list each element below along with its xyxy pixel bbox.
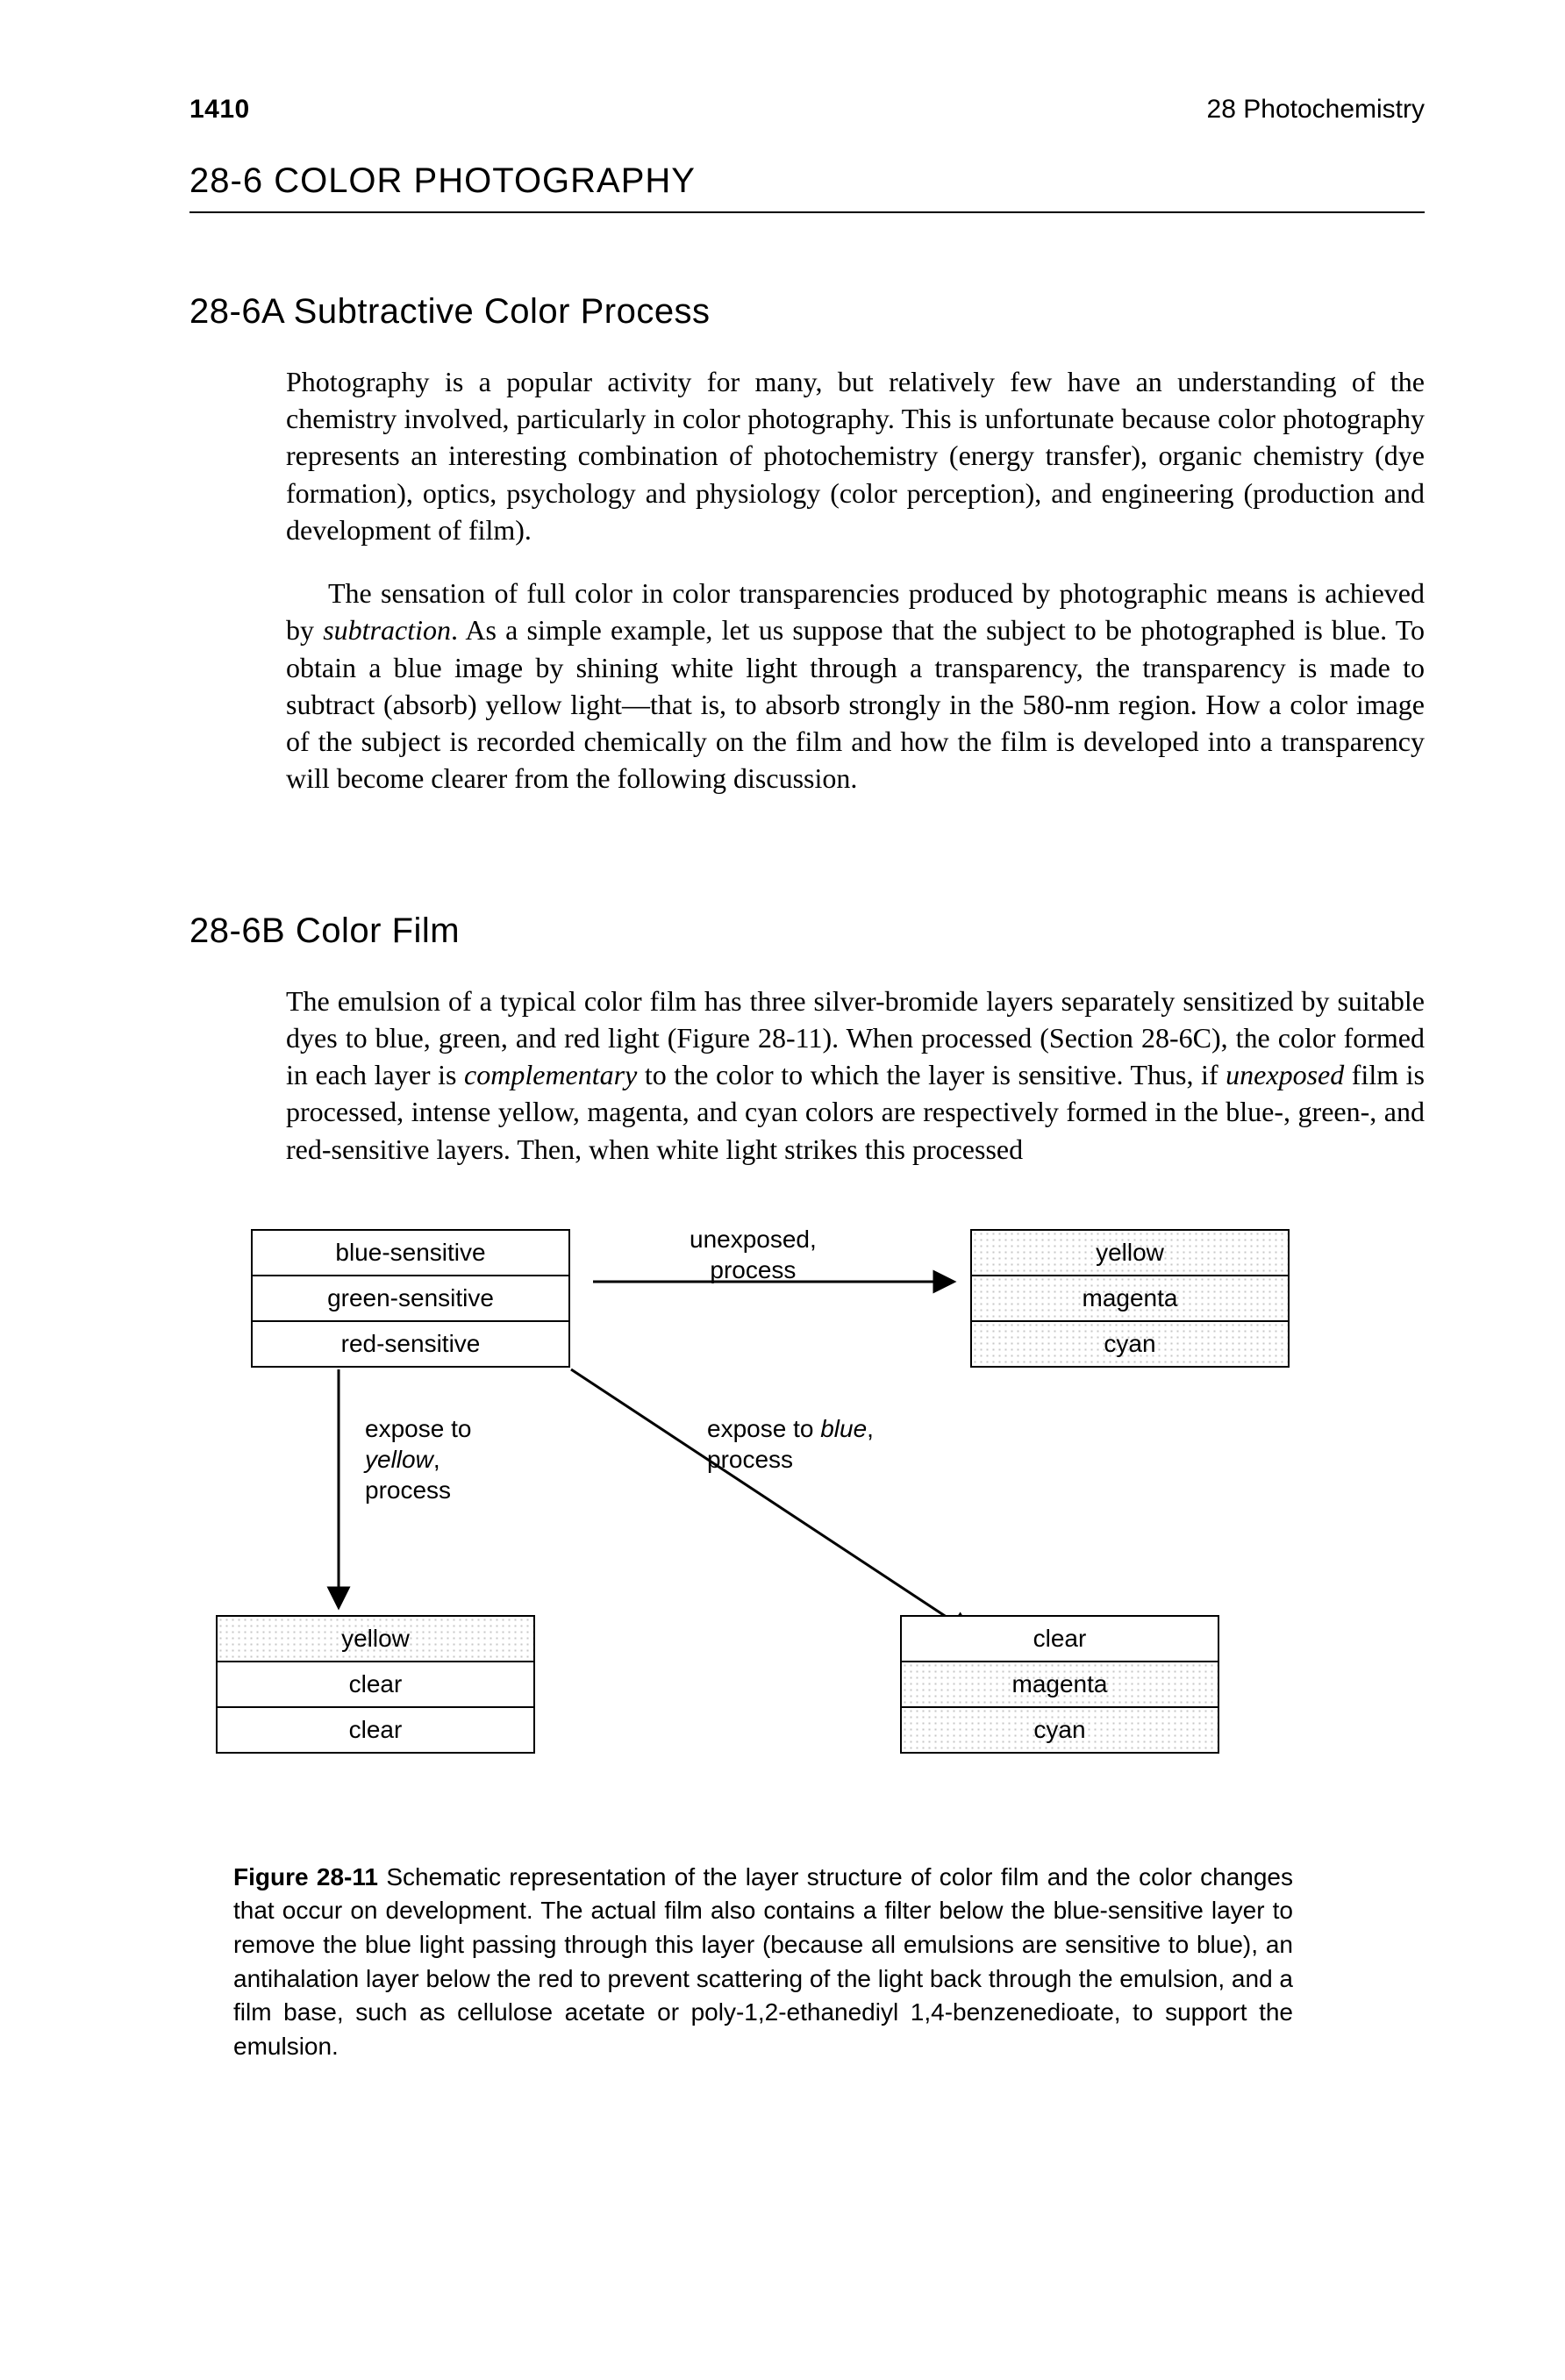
paragraph: The emulsion of a typical color film has…: [286, 983, 1425, 1168]
subsection-heading-28-6a: 28-6A Subtractive Color Process: [189, 292, 1425, 332]
layer-cell: yellow: [218, 1617, 533, 1662]
subsection-number: 28-6A: [189, 292, 283, 331]
arrow-label-blue: expose to blue,process: [707, 1413, 874, 1475]
layer-label: yellow: [1096, 1239, 1164, 1266]
layer-label: green-sensitive: [327, 1284, 494, 1312]
stack-unexposed-result: yellow magenta cyan: [970, 1229, 1290, 1368]
paragraph: Photography is a popular activity for ma…: [286, 363, 1425, 548]
layer-label: clear: [1033, 1625, 1087, 1652]
emphasis: complementary: [464, 1059, 637, 1090]
layer-label: blue-sensitive: [335, 1239, 485, 1266]
layer-label: magenta: [1083, 1284, 1178, 1312]
layer-cell: green-sensitive: [253, 1276, 568, 1322]
caption-text: Schematic representation of the layer st…: [233, 1863, 1293, 2060]
subsection-number: 28-6B: [189, 911, 285, 950]
subsection-title: Color Film: [296, 911, 460, 950]
stack-yellow-result: yellow clear clear: [216, 1615, 535, 1754]
layer-label: clear: [349, 1716, 403, 1743]
layer-cell: clear: [218, 1708, 533, 1752]
stack-blue-result: clear magenta cyan: [900, 1615, 1219, 1754]
section-heading-28-6: 28-6 COLOR PHOTOGRAPHY: [189, 161, 1425, 213]
arrow-label-unexposed: unexposed,process: [690, 1224, 817, 1285]
layer-cell: cyan: [972, 1322, 1288, 1366]
layer-label: cyan: [1104, 1330, 1155, 1357]
subsection-title: Subtractive Color Process: [294, 292, 711, 331]
text-run: . As a simple example, let us suppose th…: [286, 614, 1425, 794]
layer-cell: cyan: [902, 1708, 1218, 1752]
spacer: [189, 824, 1425, 911]
section-number: 28-6: [189, 161, 263, 200]
layer-label: clear: [349, 1670, 403, 1697]
layer-cell: clear: [218, 1662, 533, 1708]
page: 1410 28 Photochemistry 28-6 COLOR PHOTOG…: [0, 0, 1565, 2380]
emphasis: subtraction: [323, 614, 451, 646]
layer-label: red-sensitive: [341, 1330, 481, 1357]
paragraph: The sensation of full color in color tra…: [286, 575, 1425, 797]
layer-cell: red-sensitive: [253, 1322, 568, 1366]
layer-label: cyan: [1033, 1716, 1085, 1743]
page-number: 1410: [189, 95, 250, 125]
emphasis: unexposed: [1226, 1059, 1344, 1090]
arrow-blue: [571, 1369, 970, 1633]
layer-cell: magenta: [972, 1276, 1288, 1322]
section-title: COLOR PHOTOGRAPHY: [274, 161, 696, 200]
layer-cell: blue-sensitive: [253, 1231, 568, 1276]
text-run: to the color to which the layer is sensi…: [637, 1059, 1226, 1090]
stack-sensitive: blue-sensitive green-sensitive red-sensi…: [251, 1229, 570, 1368]
arrow-label-yellow: expose toyellow,process: [365, 1413, 471, 1505]
layer-cell: clear: [902, 1617, 1218, 1662]
layer-cell: yellow: [972, 1231, 1288, 1276]
layer-cell: magenta: [902, 1662, 1218, 1708]
running-header: 1410 28 Photochemistry: [189, 95, 1425, 125]
layer-label: yellow: [341, 1625, 410, 1652]
figure-caption: Figure 28-11 Schematic representation of…: [233, 1861, 1293, 2064]
figure-number: Figure 28-11: [233, 1863, 378, 1890]
subsection-heading-28-6b: 28-6B Color Film: [189, 911, 1425, 951]
layer-label: magenta: [1012, 1670, 1108, 1697]
figure-28-11: blue-sensitive green-sensitive red-sensi…: [216, 1229, 1321, 1773]
chapter-reference: 28 Photochemistry: [1207, 95, 1425, 125]
